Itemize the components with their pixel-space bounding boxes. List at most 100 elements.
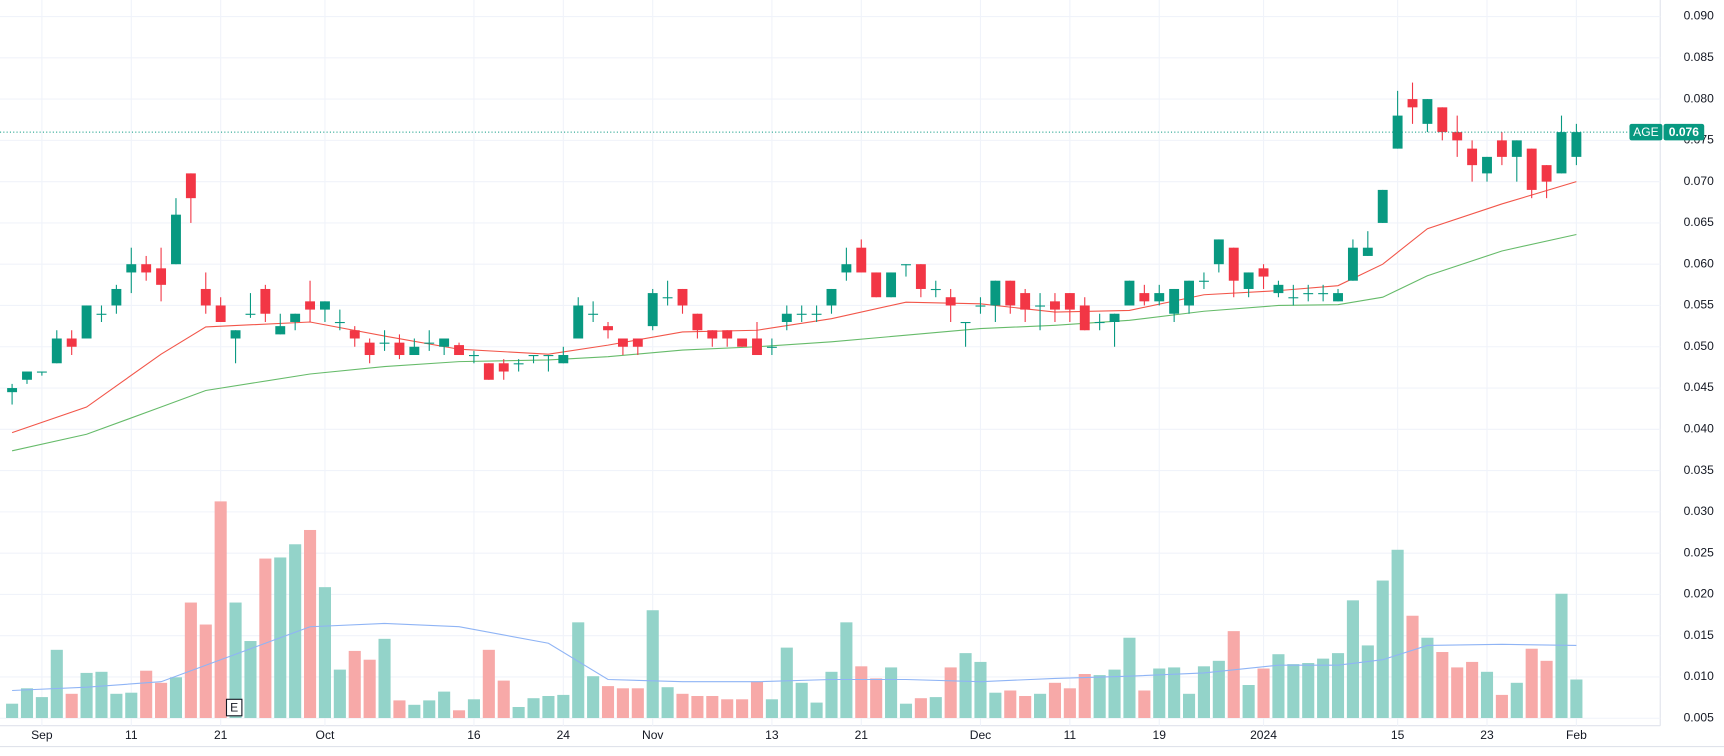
volume-bar: [6, 703, 19, 718]
candle-body: [781, 313, 792, 322]
volume-bar: [95, 671, 108, 718]
volume-bar: [125, 692, 138, 718]
volume-bar: [1406, 615, 1419, 718]
volume-bar: [80, 672, 93, 718]
volume-bar: [810, 702, 823, 718]
candle-body: [1258, 268, 1269, 277]
volume-bar: [333, 669, 346, 718]
y-tick-label: 0.045: [1684, 380, 1715, 394]
volume-bar: [1361, 645, 1374, 718]
volume-bar: [393, 700, 406, 718]
x-tick-label: 24: [557, 728, 571, 742]
volume-bar: [1451, 667, 1464, 718]
volume-bar: [482, 649, 495, 718]
candle-body: [111, 288, 122, 306]
candle-body: [334, 321, 345, 324]
candle-body: [364, 342, 375, 356]
candle-body: [1243, 272, 1254, 289]
volume-bar: [1168, 667, 1181, 718]
candle-body: [1184, 280, 1194, 306]
volume-bar: [721, 699, 734, 718]
volume-bar: [542, 696, 555, 718]
candle-body: [1169, 288, 1180, 314]
volume-bar: [423, 700, 436, 718]
volume-bar: [616, 688, 629, 718]
candle-body: [1333, 293, 1343, 302]
volume-bar: [989, 692, 1002, 718]
volume-bar: [1272, 654, 1285, 718]
candle-body: [692, 313, 703, 331]
candle-body: [305, 301, 316, 310]
volume-bar: [840, 622, 853, 718]
candle-body: [260, 288, 271, 314]
volume-bar: [184, 602, 197, 718]
volume-bar: [676, 693, 689, 718]
volume-bar: [1570, 679, 1583, 718]
volume-bar: [899, 703, 913, 718]
volume-bar: [1019, 696, 1032, 718]
volume-bar: [750, 681, 764, 718]
volume-bar: [706, 696, 719, 718]
candle-body: [558, 355, 569, 364]
candle-body: [245, 313, 256, 315]
candle-body: [1526, 148, 1537, 190]
volume-bar: [959, 653, 972, 718]
candle-body: [513, 363, 524, 365]
candle-body: [1392, 115, 1403, 149]
volume-bar: [1555, 593, 1568, 718]
axes: 0.005 0.010 0.015 0.020 0.025 0.030 0.035 0.040…: [0, 9, 1714, 742]
volume-bar: [1093, 675, 1106, 718]
volume-bar: [974, 661, 987, 718]
x-tick-label: 11: [1064, 728, 1077, 742]
candle-body: [1437, 107, 1448, 133]
candle-body: [36, 371, 47, 373]
volume-bar: [1421, 637, 1434, 718]
volume-bar: [870, 678, 883, 718]
x-tick-label: Dec: [970, 728, 991, 742]
volume-bar: [1212, 660, 1225, 718]
volume-bar: [527, 698, 540, 718]
candle-body: [960, 321, 971, 324]
x-tick-label: 23: [1480, 728, 1494, 742]
volume-bar: [1123, 637, 1136, 718]
volume-bar: [825, 671, 838, 718]
candle-body: [722, 330, 733, 339]
volume-bar: [661, 687, 674, 718]
candle-body: [51, 338, 62, 364]
candle-body: [1511, 140, 1522, 157]
event-marker-box: [225, 698, 243, 717]
y-tick-label: 0.040: [1684, 422, 1715, 436]
volume-bar: [229, 602, 242, 718]
candle-body: [543, 355, 554, 357]
candle-body: [886, 272, 897, 298]
volume-bar: [885, 667, 898, 718]
candle-body: [66, 338, 77, 347]
volume-bar: [169, 677, 183, 718]
candle-body: [171, 214, 181, 265]
candle-body: [230, 330, 241, 339]
volume-bar: [795, 682, 808, 718]
volume-bar: [1004, 690, 1017, 718]
volume-bar: [497, 680, 510, 718]
volume-bar: [944, 667, 957, 718]
candle-body: [320, 301, 330, 310]
candle-body: [1064, 293, 1075, 310]
candle-body: [96, 313, 107, 315]
volume-bar: [1197, 666, 1210, 718]
candle-body: [409, 346, 420, 356]
candle-body: [498, 363, 509, 372]
candle-body: [483, 363, 494, 380]
candle-body: [603, 326, 613, 331]
candle-body: [796, 313, 807, 315]
volume-bar: [110, 693, 123, 718]
volume-bar: [259, 558, 272, 718]
candle-body: [1496, 140, 1507, 157]
volume-bar: [1153, 668, 1166, 718]
volume-bar: [736, 699, 749, 718]
candle-body: [200, 288, 211, 306]
volume-bar: [646, 610, 659, 718]
candle-body: [1407, 99, 1418, 108]
